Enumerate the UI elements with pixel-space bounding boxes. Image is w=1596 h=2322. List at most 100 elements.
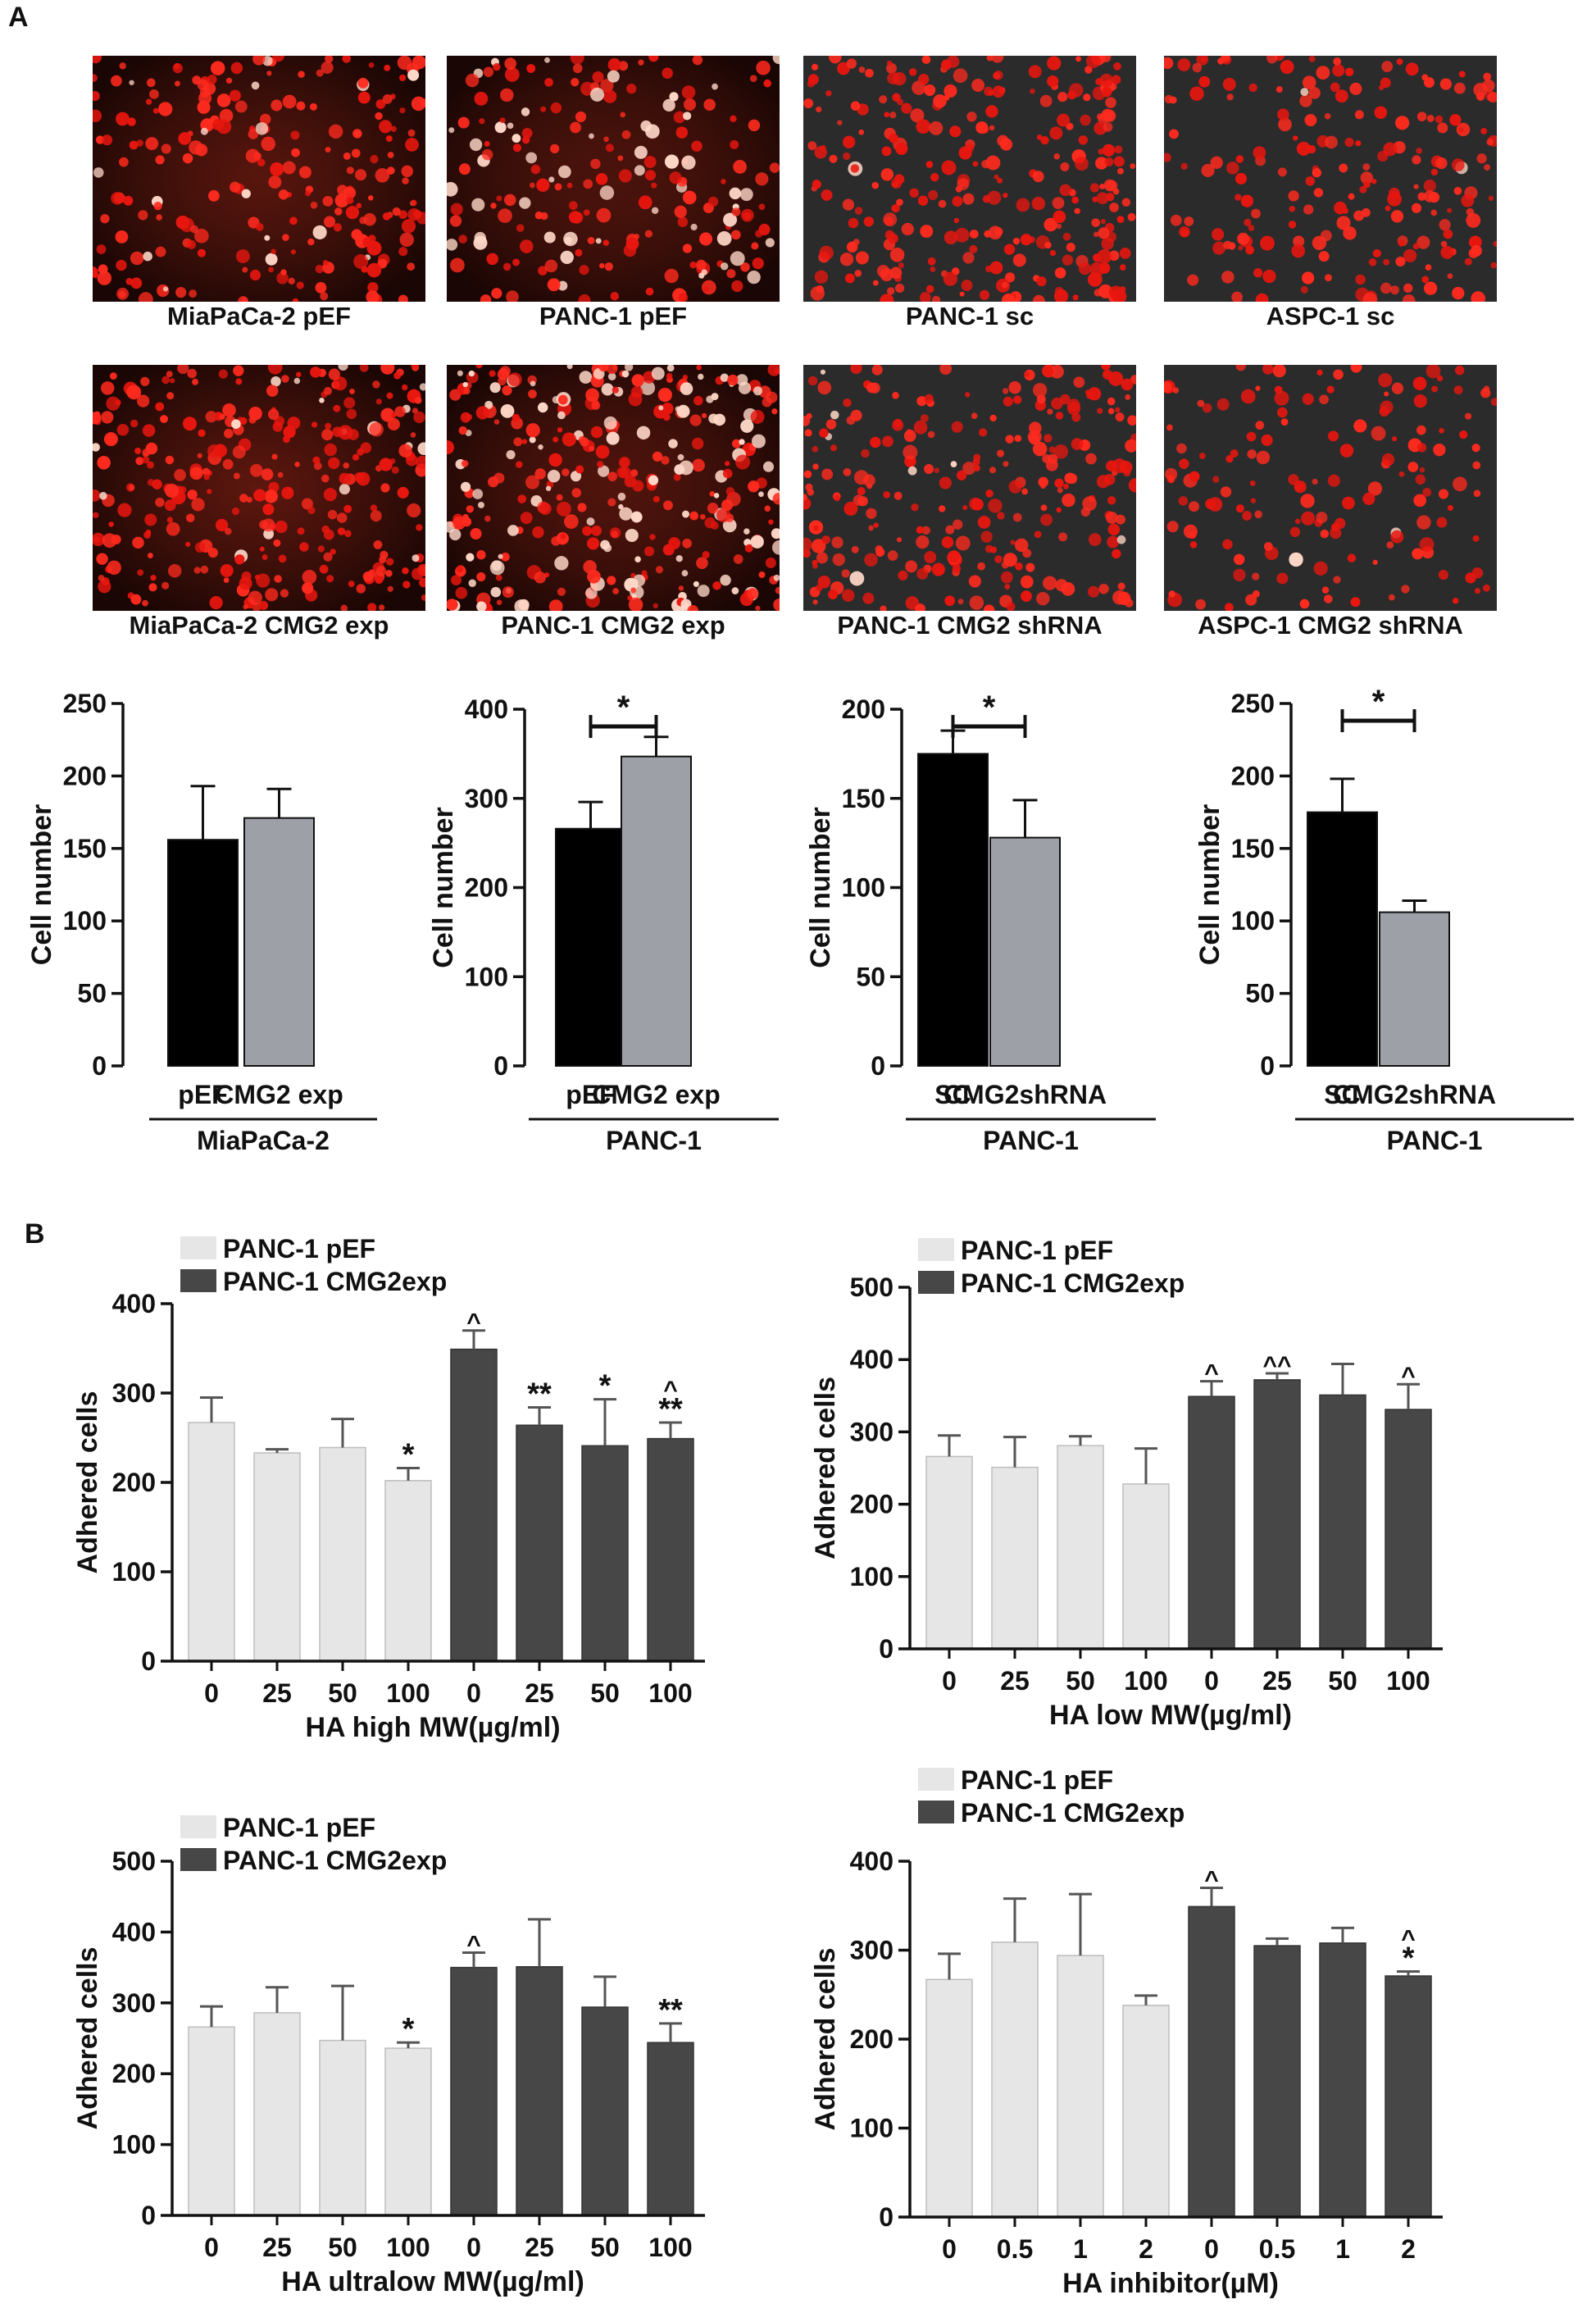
- cell-spot: [1127, 212, 1136, 221]
- cell-spot: [682, 539, 693, 549]
- cell-spot: [1002, 388, 1009, 394]
- significance-star: *: [983, 690, 996, 726]
- cell-spot: [837, 61, 850, 75]
- cell-spot: [1198, 75, 1211, 88]
- cell-spot: [1080, 114, 1091, 126]
- cell-spot: [678, 585, 684, 591]
- cell-spot: [607, 498, 616, 507]
- cell-spot: [321, 474, 330, 483]
- cell-spot: [416, 455, 425, 469]
- cell-spot: [1223, 240, 1232, 250]
- cell-spot: [850, 164, 860, 173]
- cell-spot: [578, 294, 591, 302]
- cell-spot: [450, 203, 463, 216]
- cell-spot: [1012, 512, 1022, 522]
- cell-spot: [321, 525, 330, 534]
- cell-spot: [323, 552, 333, 562]
- cell-spot: [811, 539, 826, 553]
- cell-spot: [731, 207, 741, 216]
- micrograph-image: [803, 56, 1136, 302]
- x-category-label: 100: [386, 1678, 430, 1708]
- y-axis-title: Adhered cells: [810, 1377, 841, 1559]
- cell-spot: [1072, 294, 1079, 301]
- x-category-label: SC: [1324, 1080, 1360, 1109]
- cell-spot: [370, 510, 382, 522]
- cell-spot: [161, 581, 170, 590]
- cell-spot: [662, 67, 673, 80]
- cell-spot: [475, 406, 489, 420]
- cell-spot: [950, 461, 957, 467]
- cell-spot: [1385, 205, 1391, 212]
- cell-spot: [1245, 594, 1257, 606]
- cell-spot: [539, 502, 552, 515]
- cell-spot: [1005, 435, 1014, 444]
- cell-spot: [1458, 71, 1466, 78]
- cell-spot: [1000, 571, 1013, 584]
- cell-spot: [275, 520, 288, 534]
- cell-spot: [138, 292, 153, 302]
- cell-spot: [143, 452, 148, 458]
- cell-spot: [854, 270, 862, 277]
- cell-spot: [1020, 234, 1032, 246]
- cell-spot: [1332, 64, 1345, 77]
- cell-spot: [1458, 127, 1464, 133]
- cell-spot: [1121, 198, 1131, 207]
- cell-spot: [1464, 412, 1472, 420]
- cell-spot: [1021, 590, 1032, 603]
- cell-spot: [1438, 489, 1449, 499]
- cell-spot: [392, 207, 401, 216]
- cell-spot: [1119, 248, 1131, 259]
- cell-spot: [1188, 501, 1200, 512]
- cell-spot: [913, 420, 928, 435]
- cell-spot: [828, 56, 842, 64]
- cell-spot: [259, 546, 265, 552]
- cell-spot: [1325, 135, 1338, 149]
- cell-spot: [1266, 56, 1278, 64]
- cell-spot: [375, 112, 383, 121]
- cell-spot: [819, 428, 829, 438]
- y-tick-label: 0: [141, 1646, 156, 1676]
- cell-spot: [538, 266, 548, 275]
- cell-spot: [703, 285, 709, 292]
- cell-spot: [1014, 435, 1022, 443]
- cell-spot: [197, 453, 202, 458]
- cell-spot: [1038, 476, 1049, 488]
- cell-spot: [884, 230, 895, 240]
- cell-spot: [1212, 228, 1225, 241]
- cell-spot: [1087, 271, 1103, 287]
- cell-spot: [207, 547, 218, 558]
- cell-spot: [367, 603, 377, 611]
- cell-spot: [1333, 57, 1342, 66]
- cell-spot: [1360, 171, 1373, 184]
- cell-spot: [1053, 153, 1061, 160]
- cell-spot: [1106, 193, 1115, 202]
- cell-spot: [1395, 256, 1406, 267]
- cell-spot: [725, 461, 730, 467]
- cell-spot: [1054, 286, 1064, 296]
- cell-spot: [812, 445, 819, 453]
- cell-spot: [512, 413, 521, 422]
- cell-spot: [1073, 376, 1085, 389]
- cell-spot: [1386, 541, 1394, 549]
- cell-spot: [1212, 241, 1226, 255]
- cell-spot: [1439, 428, 1444, 434]
- cell-spot: [720, 373, 729, 382]
- cell-spot: [681, 570, 689, 577]
- cell-spot: [194, 542, 206, 553]
- cell-spot: [652, 495, 660, 503]
- cell-spot: [1089, 183, 1100, 193]
- cell-spot: [866, 508, 877, 519]
- cell-spot: [1082, 496, 1097, 512]
- x-category-label: 0: [204, 1678, 219, 1708]
- y-tick-label: 50: [856, 962, 885, 991]
- cell-spot: [359, 365, 369, 372]
- cell-spot: [1416, 148, 1423, 154]
- cell-spot: [287, 417, 301, 430]
- cell-spot: [411, 567, 424, 580]
- micrograph-image: [803, 365, 1136, 611]
- cell-spot: [348, 580, 355, 588]
- cell-spot: [325, 56, 334, 63]
- cell-spot: [1335, 89, 1348, 103]
